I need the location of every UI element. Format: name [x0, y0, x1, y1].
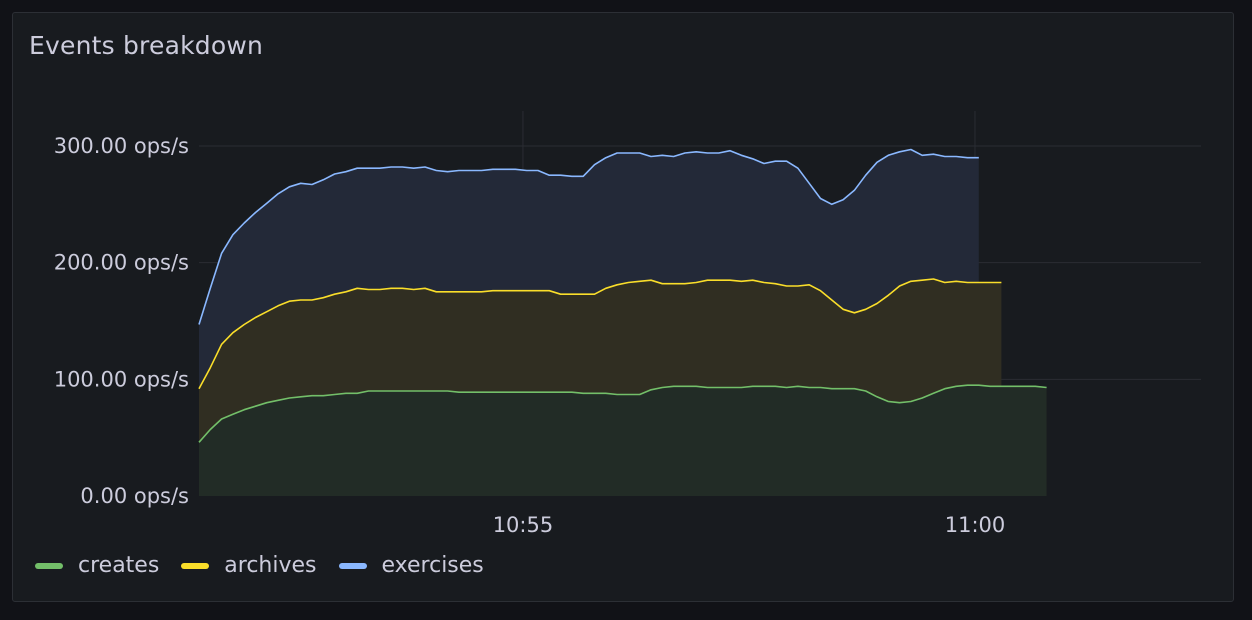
y-tick-label: 100.00 ops/s [54, 367, 189, 391]
legend-swatch [35, 562, 63, 569]
series-areas [199, 149, 1047, 496]
legend-swatch [181, 562, 210, 569]
legend-swatch [338, 562, 367, 569]
legend-label: exercises [381, 553, 484, 578]
line-exercises [198, 148, 979, 325]
x-tick-label: 10:55 [493, 513, 554, 537]
y-tick-label: 200.00 ops/s [54, 251, 189, 275]
y-tick-label: 300.00 ops/s [54, 134, 189, 158]
y-tick-label: 0.00 ops/s [80, 484, 189, 508]
line-archives [198, 278, 1002, 390]
legend-item-creates[interactable]: creates [35, 553, 159, 578]
line-creates [198, 384, 1047, 443]
area-creates [199, 385, 1047, 496]
x-tick-label: 11:00 [945, 513, 1006, 537]
legend-item-archives[interactable]: archives [181, 553, 317, 578]
panel-title: Events breakdown [29, 31, 264, 60]
legend-label: creates [78, 553, 160, 578]
axis-labels: 0.00 ops/s 100.00 ops/s 200.00 ops/s 300.00… [54, 134, 1006, 537]
chart-legend: creates archives exercises [35, 553, 484, 578]
series-lines [198, 148, 1047, 443]
events-breakdown-panel: Events breakdown 0.00 ops/s 100.00 ops/s 2… [12, 12, 1234, 602]
events-chart[interactable]: 0.00 ops/s 100.00 ops/s 200.00 ops/s 300.00… [13, 13, 1235, 543]
legend-item-exercises[interactable]: exercises [338, 553, 484, 578]
legend-label: archives [224, 553, 317, 578]
